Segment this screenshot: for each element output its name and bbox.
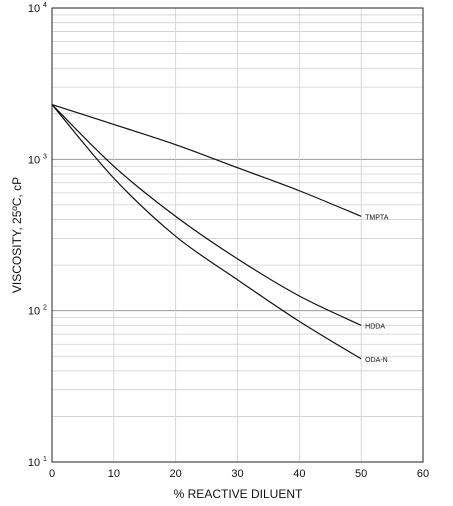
series-label-oda-n: ODA-N xyxy=(365,357,388,364)
x-tick-label: 10 xyxy=(108,468,120,480)
series-line-tmpta xyxy=(51,104,362,217)
y-tick-label: 10 xyxy=(28,306,40,318)
x-tick-label: 20 xyxy=(170,468,182,480)
y-tick-exponent: 3 xyxy=(43,153,47,160)
x-tick-label: 40 xyxy=(293,468,305,480)
series-lines xyxy=(51,104,362,360)
y-tick-label: 10 xyxy=(28,154,40,166)
y-tick-exponent: 1 xyxy=(43,456,47,463)
series-labels: TMPTA HDDA ODA-N xyxy=(365,214,389,364)
y-tick-exponent: 4 xyxy=(43,2,47,9)
x-tick-labels: 0 10 20 30 40 50 60 xyxy=(49,468,429,480)
x-tick-label: 50 xyxy=(355,468,367,480)
plot-frame xyxy=(51,7,424,463)
x-tick-label: 60 xyxy=(417,468,429,480)
series-label-tmpta: TMPTA xyxy=(365,214,389,221)
y-tick-exponent: 2 xyxy=(43,305,47,312)
series-line-hdda xyxy=(51,104,362,326)
grid xyxy=(52,7,423,463)
y-tick-label: 10 xyxy=(28,3,40,15)
x-axis-label: % REACTIVE DILUENT xyxy=(174,487,303,501)
series-line-oda-n xyxy=(51,104,362,360)
x-tick-label: 30 xyxy=(231,468,243,480)
x-tick-label: 0 xyxy=(49,468,55,480)
y-tick-label: 10 xyxy=(28,457,40,469)
y-axis-label: VISCOSITY, 25ºC, cP xyxy=(10,177,24,293)
series-label-hdda: HDDA xyxy=(365,323,385,330)
